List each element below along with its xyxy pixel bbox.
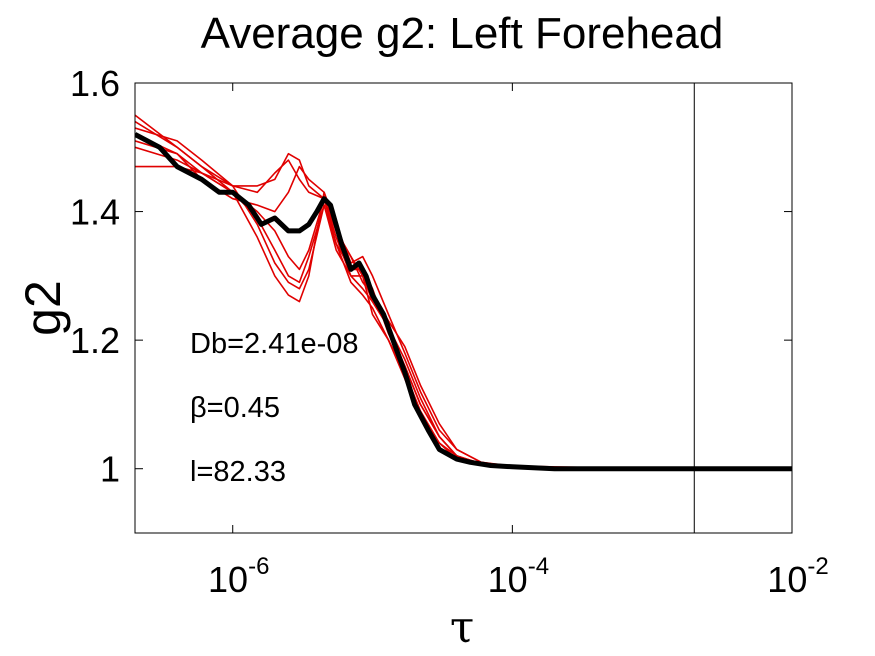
x-tick-label: 10-4 bbox=[488, 553, 549, 600]
plot-frame bbox=[134, 82, 793, 534]
y-axis-label: g2 bbox=[15, 280, 71, 336]
average-series bbox=[135, 132, 792, 472]
annotation-l: l=82.33 bbox=[190, 456, 286, 488]
y-tick-label: 1.4 bbox=[70, 192, 120, 233]
x-tick-label: 10-6 bbox=[208, 553, 269, 600]
annotation-db: Db=2.41e-08 bbox=[190, 328, 359, 360]
series-layer bbox=[135, 114, 792, 472]
annotation-beta: β=0.45 bbox=[190, 392, 280, 424]
x-axis-label: τ bbox=[450, 602, 474, 653]
x-tick-label: 10-2 bbox=[767, 553, 828, 600]
y-tick-label: 1.2 bbox=[70, 320, 120, 361]
y-tick-label: 1.6 bbox=[70, 63, 120, 104]
y-tick-label: 1 bbox=[100, 449, 120, 490]
chart-title: Average g2: Left Forehead bbox=[201, 9, 724, 58]
tick-layer: 1.6 1.4 1.2 1 10-6 10-4 10-2 bbox=[70, 63, 829, 600]
